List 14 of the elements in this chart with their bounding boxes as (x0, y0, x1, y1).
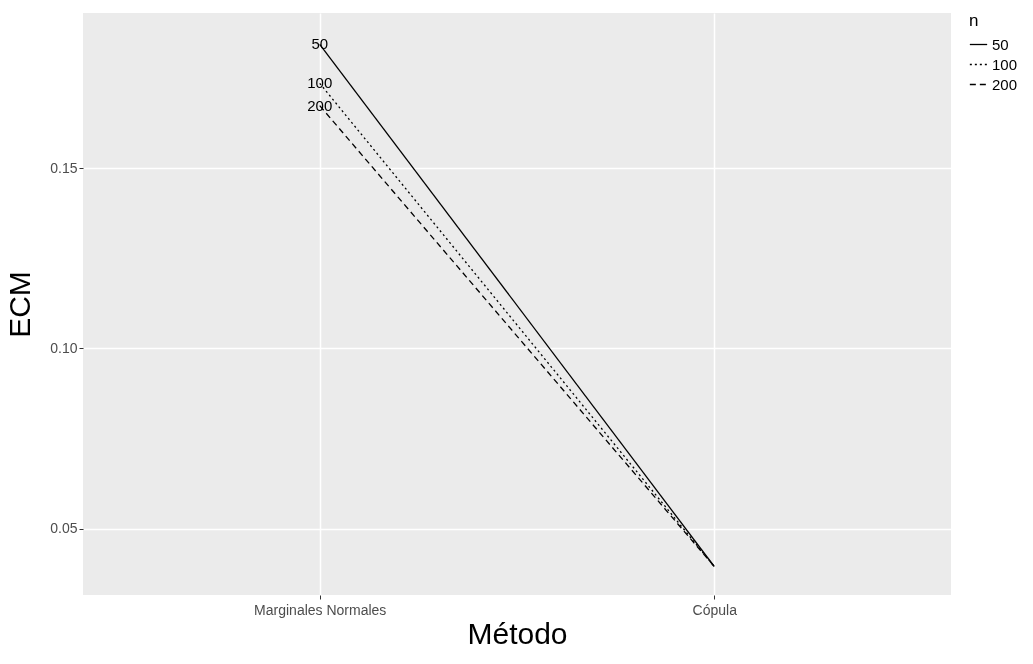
y-tick-label: 0.10 (50, 339, 78, 356)
text: 100 (307, 74, 333, 92)
y-tick-label: 0.05 (50, 520, 78, 537)
y-axis-title: ECM (3, 271, 37, 338)
legend-label: 50 (992, 35, 1009, 53)
text: 50 (311, 35, 329, 53)
y-tick-label: 0.15 (50, 159, 78, 176)
legend-title: n (969, 11, 979, 30)
x-tick-label: Marginales Normales (254, 601, 387, 618)
legend-label: 100 (992, 55, 1018, 73)
x-axis-title: Método (467, 616, 568, 650)
legend-label: 200 (992, 75, 1018, 93)
text: 200 (307, 96, 333, 114)
x-tick-label: Cópula (692, 601, 738, 618)
